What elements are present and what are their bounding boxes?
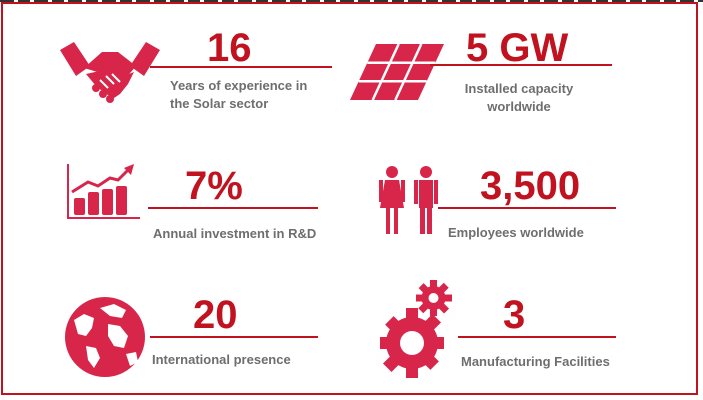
stat-label-capacity-line2: worldwide xyxy=(487,99,551,114)
stat-label-years-line1: Years of experience in xyxy=(170,78,308,93)
handshake-icon xyxy=(60,40,160,105)
stat-label-rd: Annual investment in R&D xyxy=(153,226,317,241)
stat-value-presence: 20 xyxy=(193,293,238,337)
stat-label-employees: Employees worldwide xyxy=(448,225,584,240)
stat-value-years: 16 xyxy=(207,26,252,70)
stat-label-capacity-line1: Installed capacity xyxy=(464,81,574,96)
stat-value-rd: 7% xyxy=(185,164,243,208)
growth-chart-icon xyxy=(66,162,142,220)
globe-icon xyxy=(64,296,146,378)
stat-label-presence: International presence xyxy=(152,352,291,367)
solar-panel-icon xyxy=(346,42,446,102)
stat-rule xyxy=(148,207,318,209)
stat-rule xyxy=(458,336,616,338)
top-edge-line xyxy=(0,0,703,2)
stat-value-employees: 3,500 xyxy=(480,164,581,208)
stat-rule xyxy=(438,207,616,209)
stat-rule xyxy=(150,336,318,338)
stat-value-facilities: 3 xyxy=(503,293,526,337)
stat-label-facilities: Manufacturing Facilities xyxy=(461,354,610,369)
gears-icon xyxy=(380,278,458,378)
stat-rule xyxy=(150,66,332,68)
people-icon xyxy=(378,166,444,236)
stat-value-capacity: 5 GW xyxy=(466,26,569,70)
stat-rule xyxy=(430,64,612,66)
stat-label-years-line2: the Solar sector xyxy=(170,96,269,111)
